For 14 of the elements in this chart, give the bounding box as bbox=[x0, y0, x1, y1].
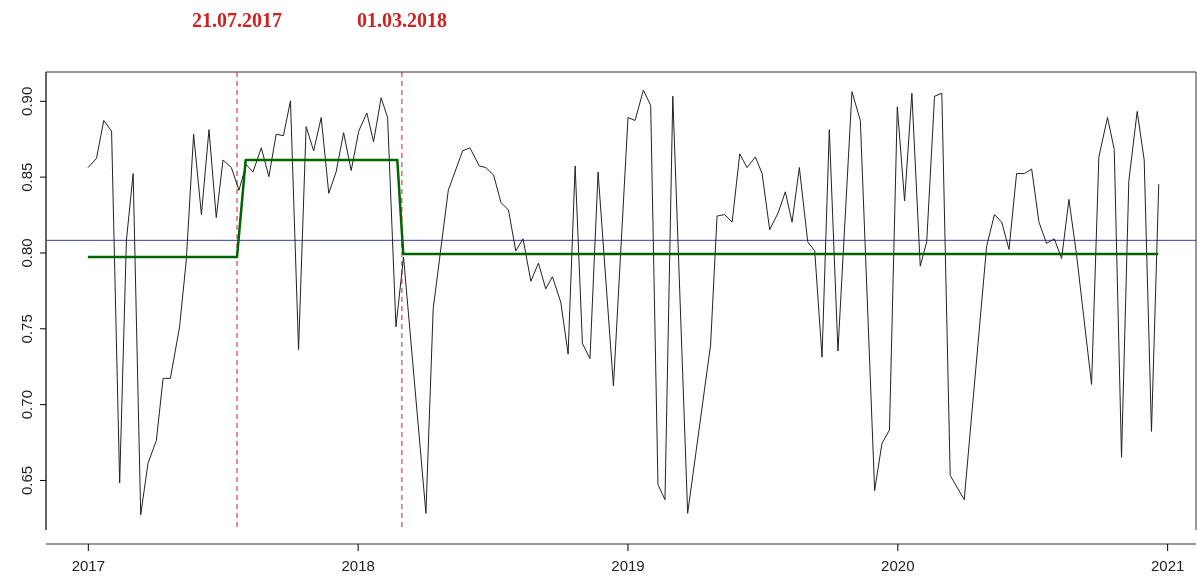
x-tick-label: 2021 bbox=[1150, 556, 1185, 574]
x-tick-label: 2018 bbox=[341, 556, 375, 574]
ref-line-label: 21.07.2017 bbox=[192, 9, 283, 31]
line-series bbox=[87, 89, 1160, 516]
y-tick-label: 0.90 bbox=[18, 86, 35, 116]
x-tick-label: 2020 bbox=[881, 556, 915, 574]
ref-line-label: 01.03.2018 bbox=[356, 9, 447, 31]
x-tick-label: 2017 bbox=[71, 556, 106, 574]
x-tick-label: 2019 bbox=[611, 556, 645, 574]
y-tick-label: 0.85 bbox=[18, 162, 35, 192]
y-tick-label: 0.75 bbox=[18, 314, 35, 344]
y-tick-label: 0.80 bbox=[18, 238, 35, 268]
y-tick-label: 0.70 bbox=[18, 390, 35, 420]
y-tick-label: 0.65 bbox=[18, 465, 35, 496]
